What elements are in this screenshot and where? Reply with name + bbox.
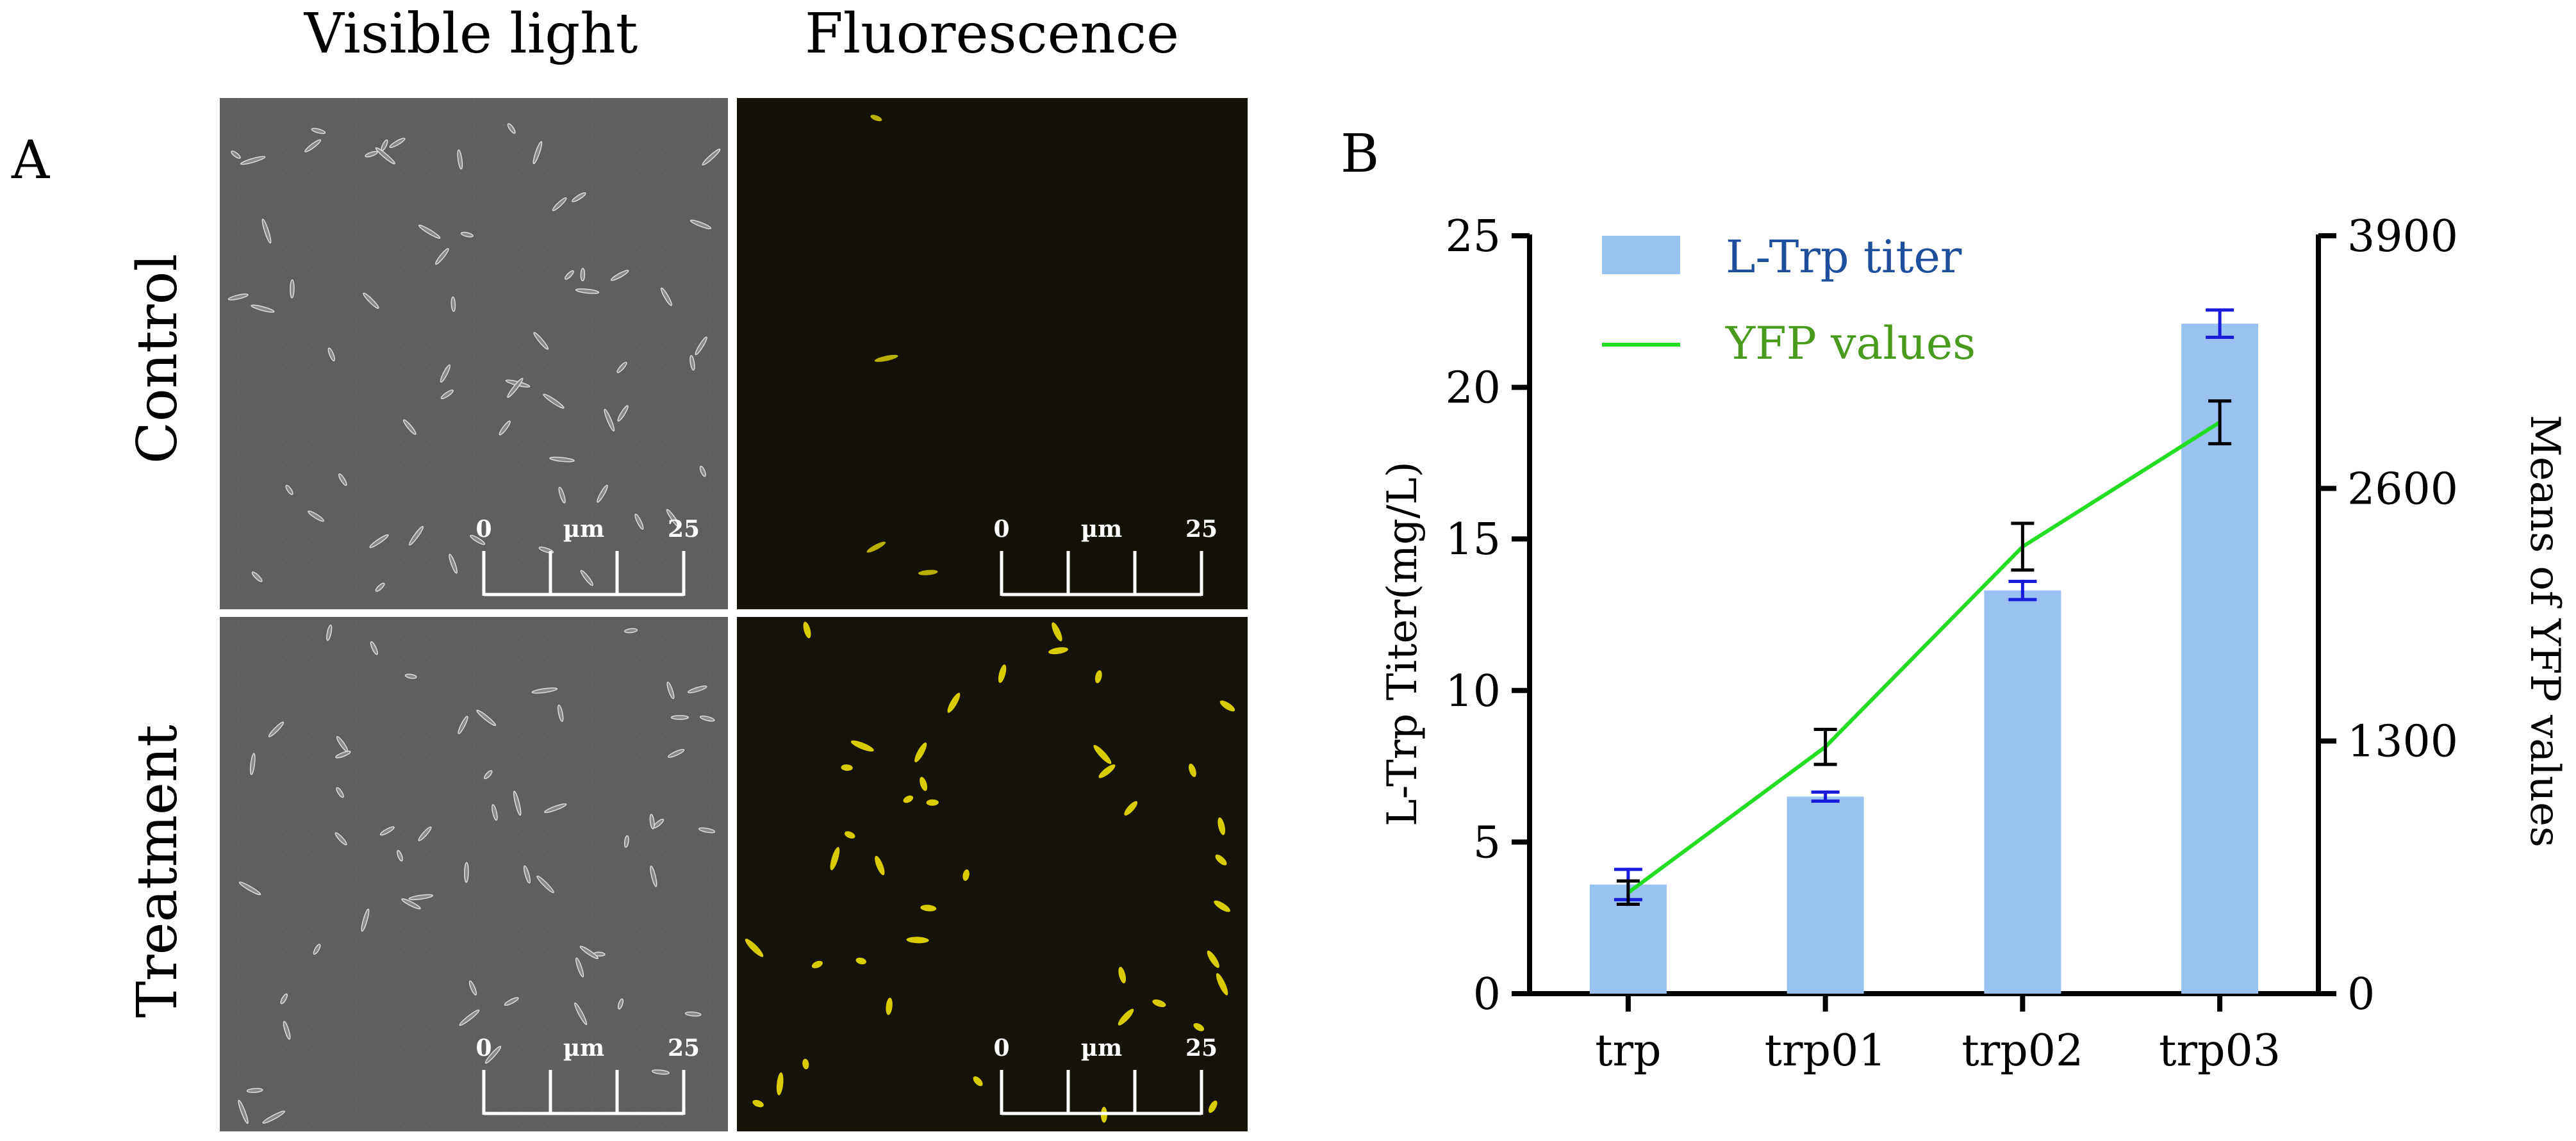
error-bar-yfp — [2011, 521, 2035, 572]
scale-bar-start-label: 0 — [993, 1035, 1009, 1062]
scale-bar-start-label: 0 — [475, 516, 491, 543]
y-tick-label-right: 2600 — [2347, 464, 2458, 514]
micrograph-control-visible — [220, 98, 728, 609]
scale-bar-start-label: 0 — [475, 1035, 491, 1062]
y-axis-title-left: L-Trp Titer(mg/L) — [1379, 461, 1426, 826]
error-bar-titer — [2008, 579, 2037, 602]
scale-bar: 0 µm 25 — [993, 1035, 1218, 1115]
y-tick-label-left: 0 — [1473, 969, 1501, 1020]
y-tick-label-left: 5 — [1473, 817, 1501, 868]
y-tick-label-left: 20 — [1445, 363, 1501, 414]
scale-bar-unit-label: µm — [1081, 516, 1122, 543]
scale-bar-end-label: 25 — [1185, 1035, 1218, 1062]
micrograph-treatment-visible — [220, 617, 728, 1131]
column-title-visible-light: Visible light — [304, 2, 638, 66]
y-tick-label-right: 1300 — [2347, 717, 2458, 768]
error-bar-titer — [2206, 308, 2234, 340]
scale-bar-end-label: 25 — [668, 516, 700, 543]
scale-bar-unit-label: µm — [563, 1035, 604, 1062]
scale-bar-end-label: 25 — [668, 1035, 700, 1062]
scale-bar-unit-label: µm — [563, 516, 604, 543]
y-tick-label-right: 0 — [2347, 969, 2375, 1020]
bar-titer — [1787, 796, 1864, 994]
scale-bar: 0 µm 25 — [475, 516, 700, 596]
panel-a-label: A — [11, 130, 51, 191]
legend-label-yfp: YFP values — [1725, 317, 1976, 370]
chart-area: 0 5 10 15 20 25 0 1300 2600 3900 trp trp01 trp02 trp0… — [1445, 211, 2458, 1076]
y-tick-label-left: 25 — [1445, 211, 1501, 262]
x-tick-label: trp02 — [1961, 1026, 2083, 1076]
row-title-control: Control — [126, 254, 190, 464]
scale-bar-start-label: 0 — [993, 516, 1009, 543]
scale-bar-end-label: 25 — [1185, 516, 1218, 543]
scale-bar-unit-label: µm — [1081, 1035, 1122, 1062]
scale-bar: 0 µm 25 — [993, 516, 1218, 596]
scale-bar: 0 µm 25 — [475, 1035, 700, 1115]
error-bar-yfp — [1616, 879, 1640, 906]
error-bar-yfp — [1813, 727, 1837, 766]
legend-swatch-bar — [1602, 236, 1680, 274]
line-yfp — [1627, 420, 2221, 894]
y-tick-label-left: 10 — [1445, 666, 1501, 717]
error-bar-titer — [1811, 790, 1840, 803]
y-axis-title-right: Means of YFP values — [2521, 415, 2568, 847]
y-tick-label-left: 15 — [1445, 514, 1501, 565]
column-title-fluorescence: Fluorescence — [805, 2, 1179, 66]
legend-label-titer: L-Trp titer — [1726, 231, 1962, 283]
micrograph-control-fluorescence — [737, 98, 1248, 609]
row-title-treatment: Treatment — [126, 725, 190, 1018]
y-tick-label-right: 3900 — [2347, 211, 2458, 262]
x-tick-label: trp03 — [2159, 1026, 2281, 1076]
panel-b-label: B — [1341, 124, 1379, 185]
x-tick-label: trp — [1595, 1026, 1661, 1076]
x-tick-label: trp01 — [1765, 1026, 1887, 1076]
legend: L-Trp titer YFP values — [1602, 231, 1976, 370]
bar-titer — [1984, 590, 2061, 994]
micrograph-treatment-fluorescence — [737, 617, 1248, 1131]
error-bar-yfp — [2208, 399, 2232, 446]
